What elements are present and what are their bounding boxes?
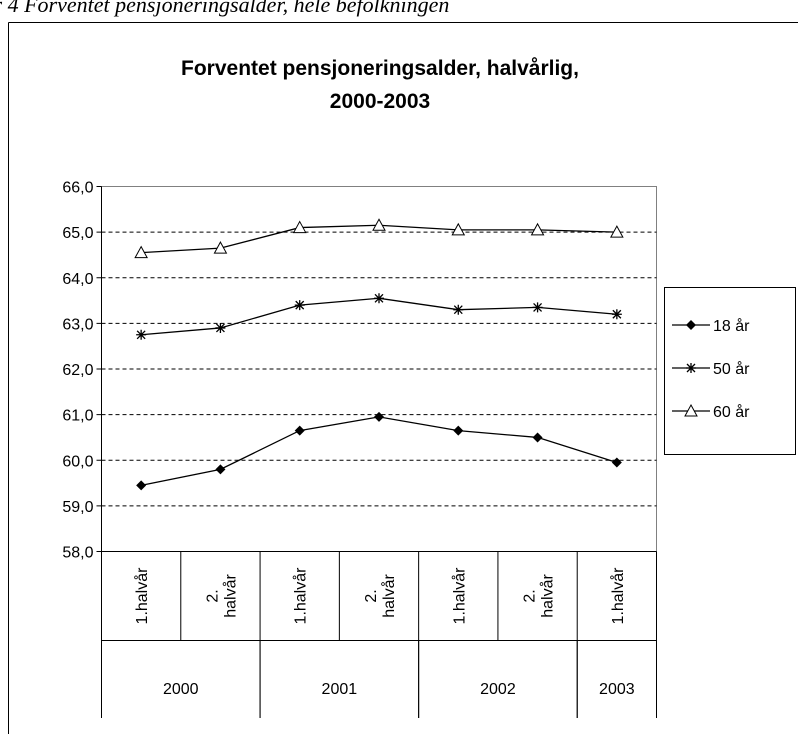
group-label: 2000 xyxy=(163,681,199,698)
y-tick-label: 63,0 xyxy=(62,316,93,333)
group-label: 2001 xyxy=(322,681,358,698)
x-tick-label: 2.halvår xyxy=(363,574,398,618)
y-tick-label: 61,0 xyxy=(62,408,93,425)
y-tick-label: 58,0 xyxy=(62,545,93,562)
marker xyxy=(530,222,545,236)
marker xyxy=(610,225,624,238)
marker xyxy=(451,222,466,236)
x-tick-label: 1.halvår xyxy=(292,567,310,625)
x-tick-label: 1.halvår xyxy=(133,567,151,625)
marker xyxy=(213,241,228,254)
marker xyxy=(372,218,386,231)
group-label: 2003 xyxy=(599,681,635,698)
marker xyxy=(215,322,226,333)
legend-marker xyxy=(686,320,696,330)
marker xyxy=(611,309,622,320)
x-tick-label: 1.halvår xyxy=(609,567,627,625)
y-tick-label: 65,0 xyxy=(62,225,93,242)
marker xyxy=(215,464,226,475)
y-tick-label: 60,0 xyxy=(62,453,93,470)
marker xyxy=(294,300,305,311)
marker xyxy=(453,425,464,436)
marker xyxy=(611,457,622,468)
group-label: 2002 xyxy=(480,681,516,698)
legend-label: 18 år xyxy=(713,317,750,335)
y-tick-label: 64,0 xyxy=(62,271,93,288)
marker xyxy=(374,411,384,422)
marker xyxy=(453,304,464,315)
marker xyxy=(294,425,305,436)
caption: Figur 4 Forventet pensjoneringsalder, he… xyxy=(0,0,449,17)
marker xyxy=(532,302,543,313)
x-tick-label: 1.halvår xyxy=(450,567,468,625)
legend-marker xyxy=(684,403,698,417)
marker xyxy=(532,432,543,443)
marker xyxy=(136,329,147,340)
marker xyxy=(292,220,307,234)
y-tick-label: 59,0 xyxy=(62,499,93,516)
marker xyxy=(134,245,148,259)
legend-label: 60 år xyxy=(713,403,750,421)
x-tick-label: 2.halvår xyxy=(204,574,239,618)
marker xyxy=(374,293,384,304)
legend-label: 50 år xyxy=(713,360,750,378)
y-tick-label: 62,0 xyxy=(62,362,93,379)
marker xyxy=(136,480,147,491)
x-tick-label: 2.halvår xyxy=(522,574,557,618)
legend-marker xyxy=(686,363,696,373)
chart-title: Forventet pensjoneringsalder, halvårlig,… xyxy=(181,57,579,113)
legend xyxy=(664,287,796,455)
y-tick-label: 66,0 xyxy=(62,180,93,197)
